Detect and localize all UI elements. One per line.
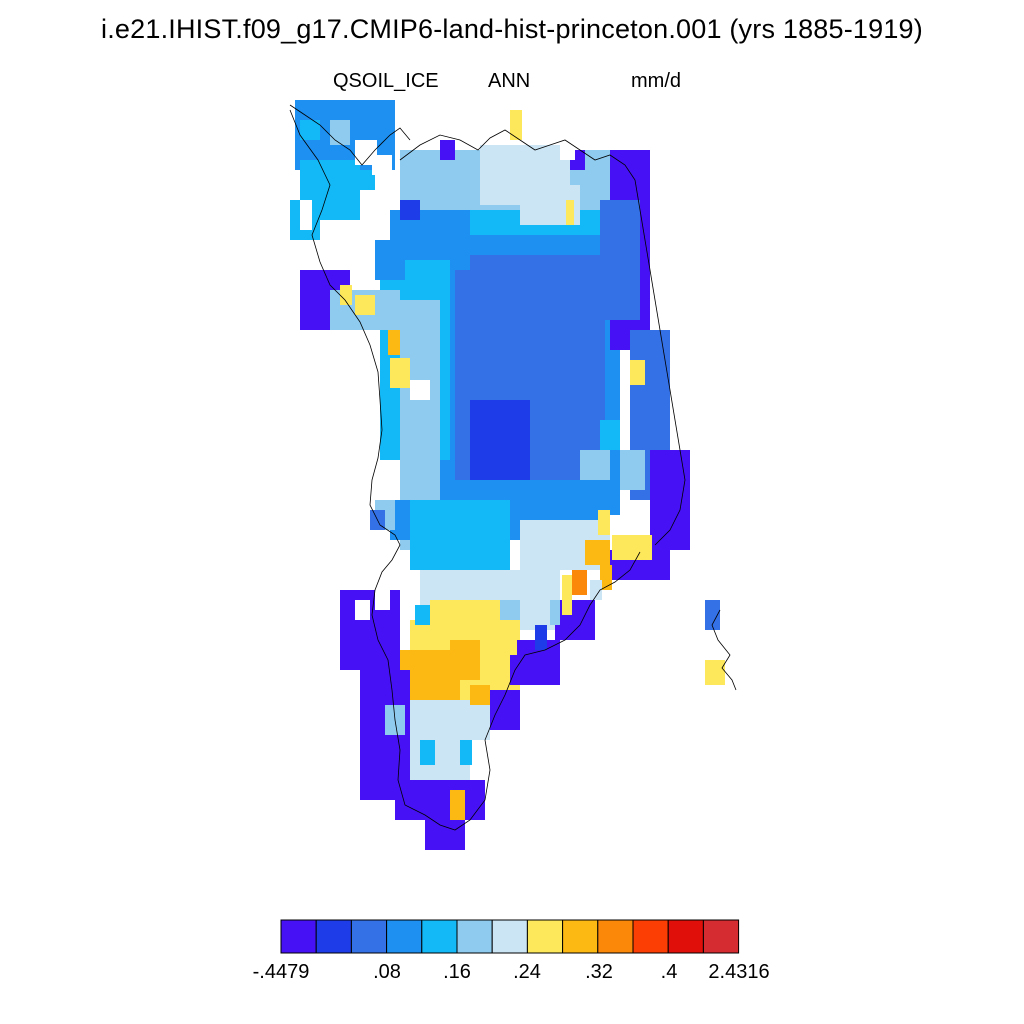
map-cell xyxy=(375,240,405,280)
colorbar-label: .32 xyxy=(585,961,613,983)
map-cell xyxy=(425,815,465,850)
colorbar-swatch xyxy=(421,919,458,954)
units-label: mm/d xyxy=(631,70,681,92)
coastline-north xyxy=(399,129,636,181)
map-cell xyxy=(450,790,465,820)
map-cell xyxy=(510,110,522,140)
colorbar-label: 2.4316 xyxy=(708,961,770,983)
coastline-northwest xyxy=(289,104,411,166)
map-cell xyxy=(340,285,352,305)
no-data-cell xyxy=(560,145,575,160)
map-cell xyxy=(490,690,520,730)
map-cell xyxy=(598,510,610,535)
colorbar-swatch xyxy=(280,919,317,954)
colorbar-label: .08 xyxy=(373,961,401,983)
colorbar-swatch xyxy=(456,919,493,954)
map-cell xyxy=(355,170,375,190)
map-cell xyxy=(630,360,645,385)
coastline-iceland xyxy=(711,609,737,691)
colorbar-label: .4 xyxy=(660,961,678,983)
map-cell xyxy=(580,450,610,480)
colorbar-swatch xyxy=(632,919,669,954)
map-cell xyxy=(620,450,645,490)
map-cell xyxy=(650,450,690,550)
map-cell xyxy=(572,570,587,595)
coastline-west xyxy=(289,109,641,831)
map-cell xyxy=(440,140,455,160)
coastline-east xyxy=(634,179,686,546)
map-cell xyxy=(355,295,375,315)
map-cell xyxy=(470,685,490,705)
map-cell xyxy=(330,120,350,145)
plot-title: i.e21.IHIST.f09_g17.CMIP6-land-hist-prin… xyxy=(101,14,923,44)
colorbar-swatch xyxy=(491,919,528,954)
colorbar-swatch xyxy=(350,919,388,954)
map-cell xyxy=(585,540,610,565)
colorbar-label: .24 xyxy=(513,961,541,983)
map-cell xyxy=(705,600,720,630)
map-cell xyxy=(450,640,480,680)
map-cell xyxy=(535,625,547,650)
colorbar-swatch xyxy=(702,919,740,954)
no-data-cell xyxy=(375,590,390,610)
no-data-cell xyxy=(355,140,377,165)
colorbar-swatch xyxy=(597,919,634,954)
colorbar-swatches xyxy=(280,919,740,954)
colorbar-swatch xyxy=(526,919,564,954)
map-cell xyxy=(600,565,612,590)
map-cell xyxy=(705,660,725,685)
colorbar-swatch xyxy=(667,919,704,954)
period-label: ANN xyxy=(488,70,531,92)
variable-label: QSOIL_ICE xyxy=(333,70,439,92)
map-cell xyxy=(500,600,520,620)
map-cell xyxy=(566,200,574,225)
map-cell xyxy=(590,580,602,600)
land-cells xyxy=(290,100,725,850)
map-cell xyxy=(415,605,430,625)
map-cell xyxy=(400,200,420,220)
map-cell xyxy=(460,740,472,765)
map-cell xyxy=(612,535,652,560)
map-cell xyxy=(300,120,320,140)
map-cell xyxy=(485,400,525,430)
map-cell xyxy=(390,358,410,388)
no-data-cell xyxy=(410,380,430,400)
map-cell xyxy=(600,420,620,450)
map-cell xyxy=(410,500,510,570)
no-data-cell xyxy=(300,200,312,230)
no-data-cell xyxy=(355,600,370,620)
colorbar-label: .16 xyxy=(443,961,471,983)
colorbar-swatch xyxy=(315,919,352,954)
colorbar-swatch xyxy=(386,919,423,954)
no-data-cell xyxy=(372,155,392,175)
map-cell xyxy=(600,200,640,320)
colorbar-swatch xyxy=(562,919,599,954)
map-cell xyxy=(430,700,470,740)
map-cell xyxy=(505,630,517,655)
map-cell xyxy=(562,575,572,615)
coastline xyxy=(289,104,737,831)
map-cell xyxy=(388,330,400,355)
colorbar-label: -.4479 xyxy=(252,961,310,983)
map-cell xyxy=(550,600,560,625)
map-cell xyxy=(420,740,435,765)
map-cell xyxy=(555,600,595,640)
